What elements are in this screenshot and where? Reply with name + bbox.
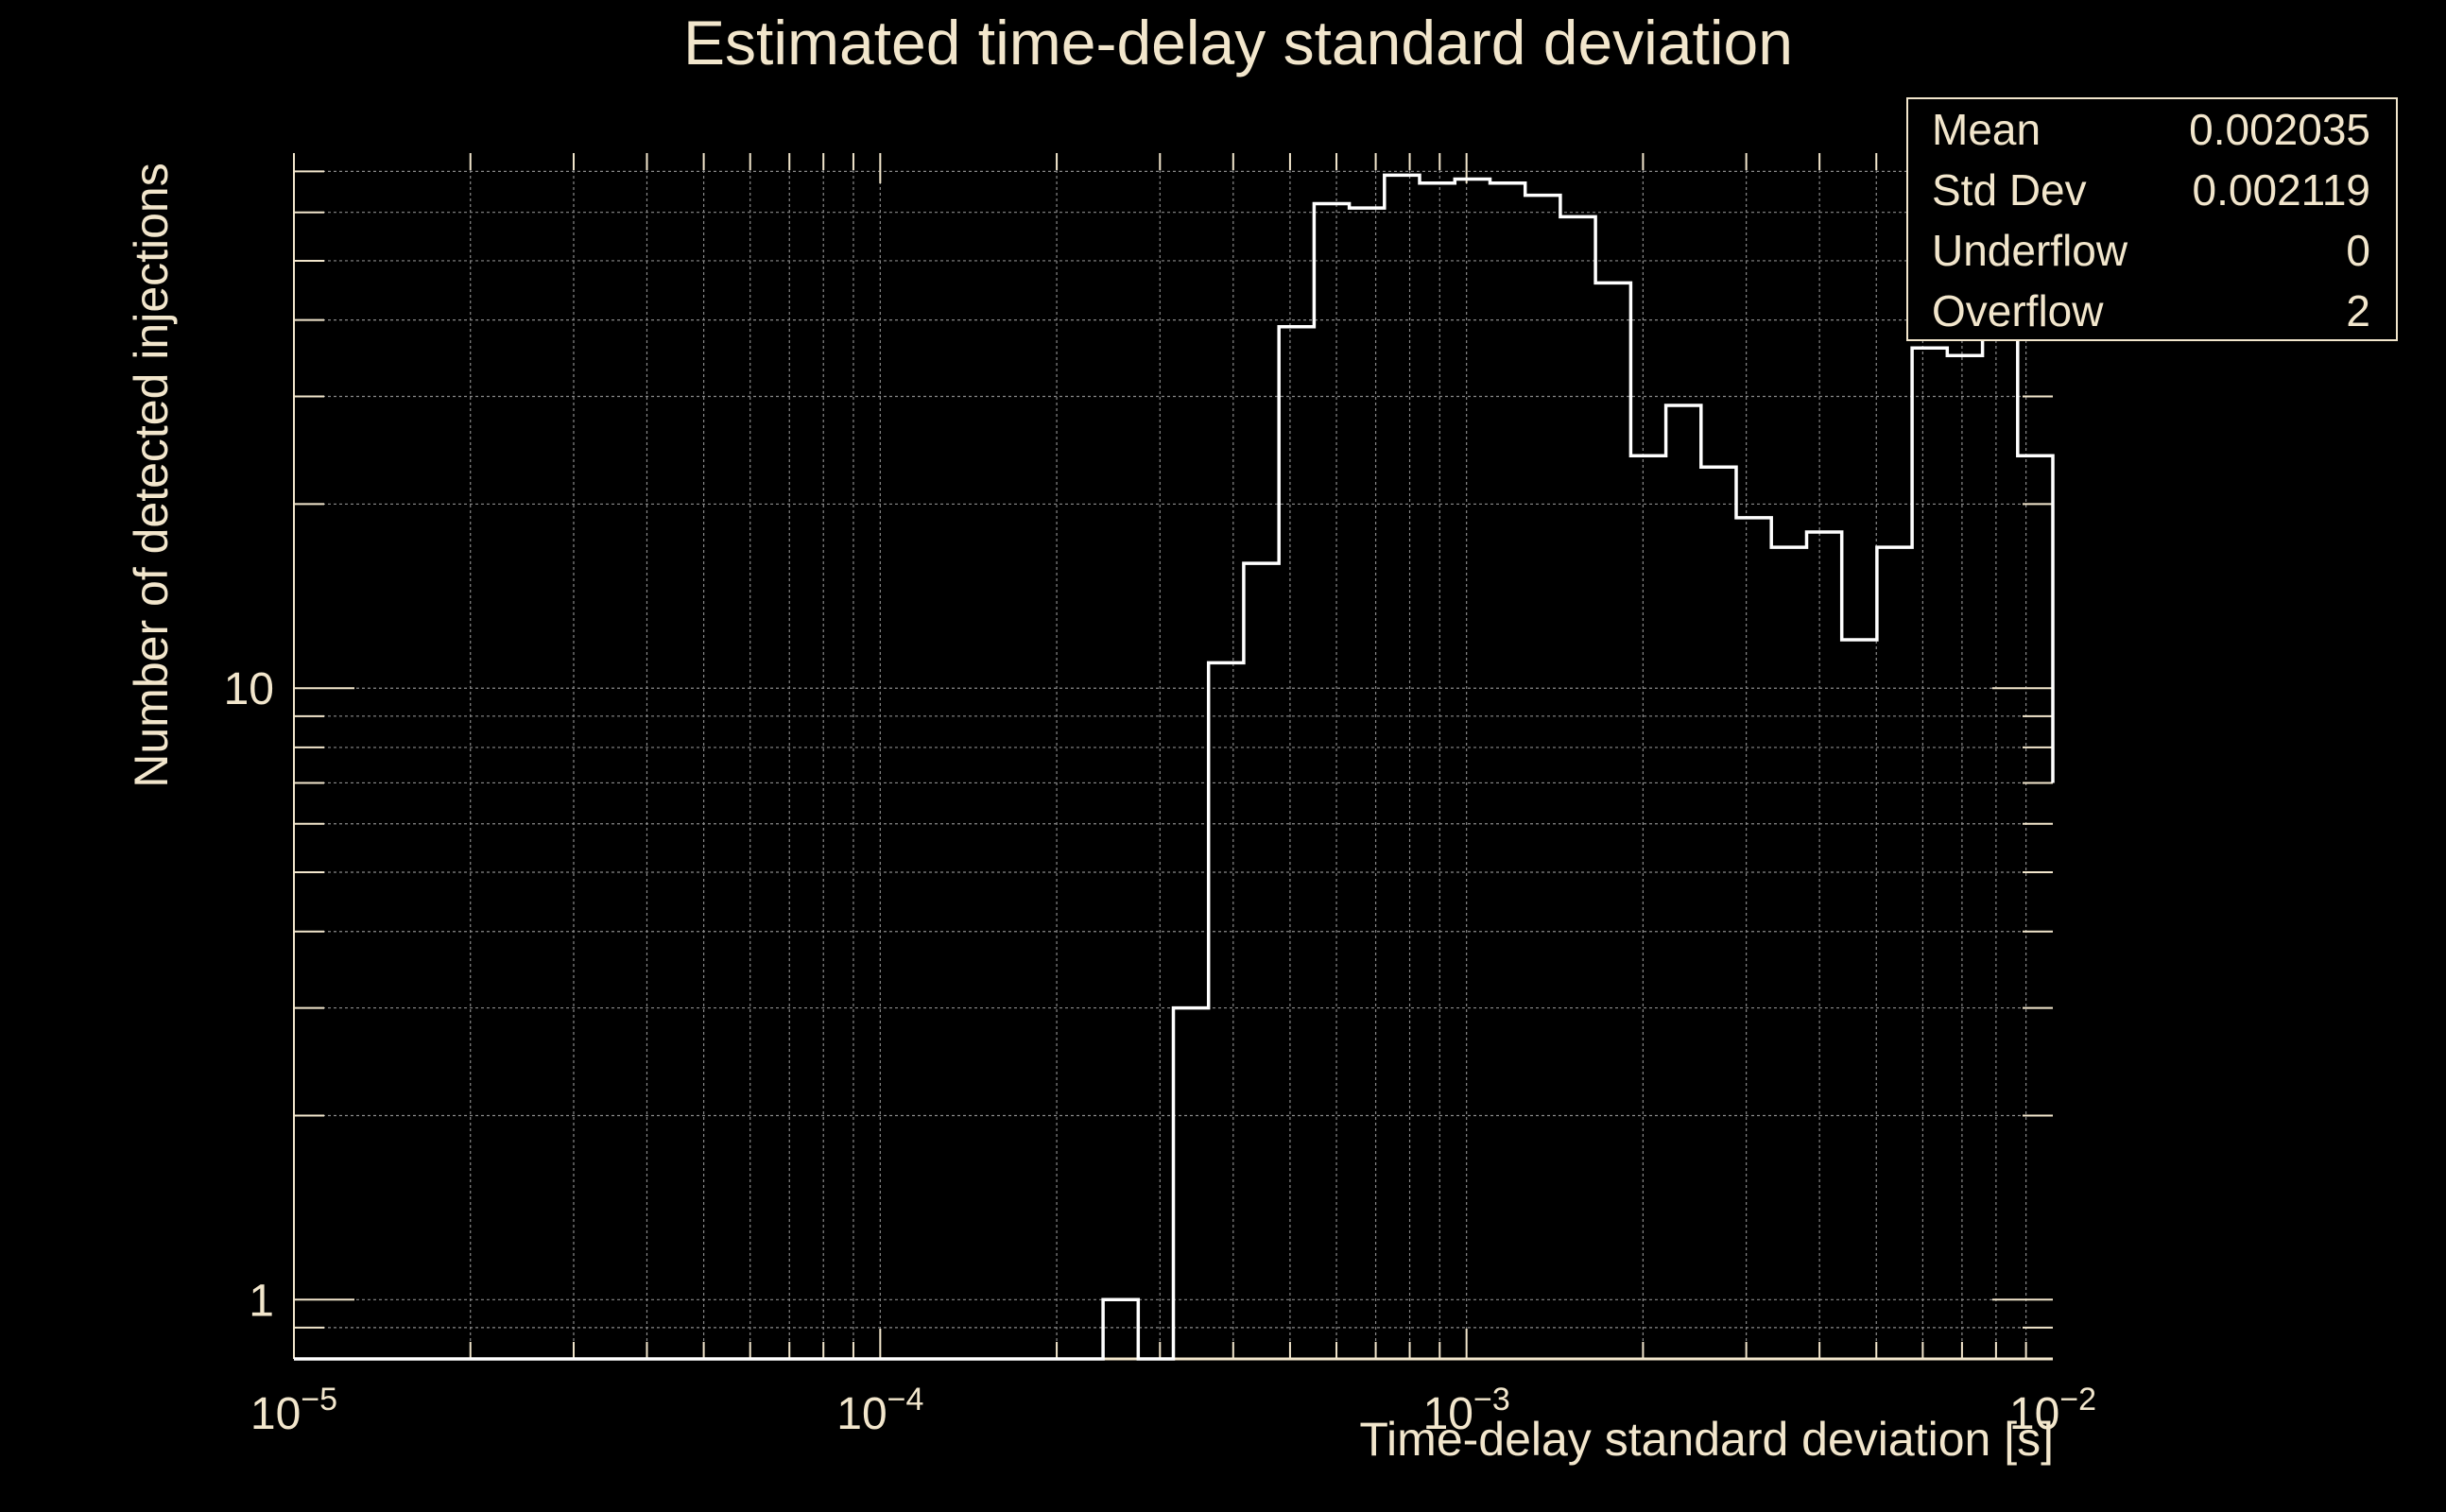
stats-value: 0 <box>2346 226 2370 275</box>
stats-box-frame <box>1906 97 2398 341</box>
histogram-bin <box>1350 208 1385 1359</box>
histogram-bin <box>1525 196 1560 1359</box>
histogram-bin <box>1174 1008 1209 1359</box>
stats-label: Underflow <box>1932 226 2128 275</box>
histogram-bin <box>2018 455 2053 1359</box>
histogram-bin <box>1560 216 1595 1359</box>
x-tick-label: 10−3 <box>1423 1382 1510 1439</box>
stats-label: Overflow <box>1932 286 2104 335</box>
histogram-bin <box>1244 563 1279 1359</box>
histogram-bin <box>1701 467 1736 1359</box>
stats-value: 2 <box>2346 286 2370 335</box>
y-axis-label: Number of detected injections <box>125 163 178 787</box>
histogram-bin <box>1877 547 1912 1359</box>
y-tick-label: 10 <box>224 664 274 714</box>
histogram-bin <box>1947 355 1982 1359</box>
x-tick-label: 10−4 <box>836 1382 923 1439</box>
histogram-bin <box>1983 320 2018 1359</box>
histogram-bin <box>1912 348 1947 1359</box>
x-tick-label-exponent: −3 <box>1473 1382 1510 1418</box>
stats-value: 0.002035 <box>2189 105 2370 154</box>
x-tick-label: 10−2 <box>2009 1382 2096 1439</box>
histogram-bins <box>294 173 2055 1361</box>
histogram-bin <box>1736 518 1771 1359</box>
stats-label: Std Dev <box>1932 165 2087 215</box>
histogram-bin <box>1595 283 1630 1359</box>
x-tick-label-base: 10 <box>1423 1389 1473 1439</box>
histogram-bin <box>1630 455 1665 1359</box>
histogram-bin <box>1490 183 1524 1359</box>
histogram-bin <box>1385 175 1420 1359</box>
histogram-bin <box>1209 662 1244 1359</box>
histogram-bin <box>1842 640 1877 1359</box>
grid-lines <box>293 153 2053 1360</box>
chart-title: Estimated time-delay standard deviation <box>683 8 1793 77</box>
histogram-bin <box>1771 547 1806 1359</box>
histogram-bin <box>1279 327 1314 1359</box>
x-tick-label-exponent: −2 <box>2059 1382 2096 1418</box>
histogram-bin <box>1314 203 1349 1359</box>
x-tick-labels: 10−5 10−4 10−3 10−2 <box>250 1382 2096 1439</box>
histogram-bin <box>1666 405 1701 1359</box>
x-tick-label-exponent: −4 <box>887 1382 924 1418</box>
histogram-bin <box>1420 183 1455 1359</box>
histogram-outline <box>294 173 2055 1361</box>
stats-box: Mean 0.002035 Std Dev 0.002119 Underflow 0 Ove… <box>1906 97 2398 341</box>
stats-label: Mean <box>1932 105 2041 154</box>
x-tick-label-base: 10 <box>2009 1389 2059 1439</box>
stats-value: 0.002119 <box>2193 165 2370 215</box>
stats-rows: Mean 0.002035 Std Dev 0.002119 Underflow 0 Ove… <box>1932 105 2370 335</box>
histogram-bin <box>1103 1299 1138 1359</box>
x-tick-label-exponent: −5 <box>301 1382 337 1418</box>
histogram-bin <box>1806 532 1841 1359</box>
histogram-bin <box>1455 180 1490 1359</box>
x-axis-label: Time-delay standard deviation [s] <box>1359 1413 2054 1466</box>
x-tick-label: 10−5 <box>250 1382 337 1439</box>
x-tick-label-base: 10 <box>836 1389 887 1439</box>
y-tick-label: 1 <box>249 1276 274 1326</box>
y-tick-labels: 1 10 <box>224 664 274 1326</box>
x-tick-label-base: 10 <box>250 1389 301 1439</box>
